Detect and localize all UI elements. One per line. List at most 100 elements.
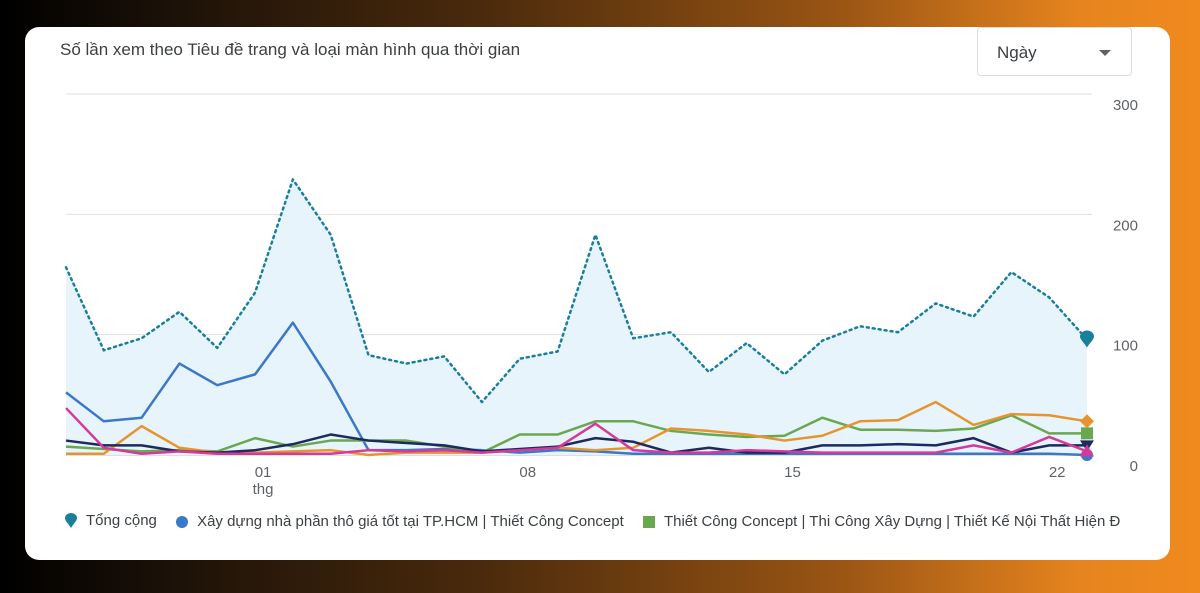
data-point — [592, 447, 598, 453]
data-point — [328, 232, 334, 238]
legend-label: Thiết Công Concept | Thi Công Xây Dựng |… — [663, 513, 1121, 530]
legend-item-total[interactable]: Tổng cộng — [64, 512, 157, 529]
data-point — [252, 451, 258, 457]
chart-title: Số lần xem theo Tiêu đề trang và loại mà… — [60, 40, 521, 59]
series-line-4 — [65, 433, 1087, 454]
y-tick-label: 300 — [1113, 97, 1138, 114]
y-tick-label: 100 — [1113, 338, 1138, 355]
data-point — [592, 421, 598, 427]
data-point — [857, 418, 863, 424]
end-marker-diamond — [1080, 414, 1094, 429]
data-point — [819, 338, 825, 344]
data-point — [668, 426, 674, 432]
data-point — [101, 418, 107, 424]
data-point — [101, 347, 107, 353]
data-point — [252, 435, 258, 441]
data-point — [895, 441, 901, 447]
period-dropdown-value: Ngày — [997, 43, 1037, 62]
data-point — [668, 450, 674, 456]
data-point — [328, 432, 334, 438]
data-point — [971, 435, 977, 441]
data-point — [139, 335, 145, 341]
data-point — [403, 361, 409, 367]
data-point — [63, 405, 69, 411]
data-point — [630, 439, 636, 445]
x-tick-sublabel: thg — [253, 481, 274, 498]
data-point — [214, 451, 220, 457]
data-point — [630, 335, 636, 341]
series-line-0 — [64, 178, 1089, 404]
data-point — [101, 451, 107, 457]
legend-item-page-2[interactable]: Thiết Công Concept | Thi Công Xây Dựng |… — [642, 513, 1120, 530]
data-point — [971, 422, 977, 428]
data-point — [252, 371, 258, 377]
data-point — [1008, 450, 1014, 456]
data-point — [1008, 269, 1014, 275]
data-point — [933, 428, 939, 434]
data-point — [895, 329, 901, 335]
data-point — [895, 450, 901, 456]
end-marker-teardrop — [1080, 330, 1094, 348]
data-point — [63, 444, 69, 450]
data-point — [517, 447, 523, 453]
data-point — [592, 232, 598, 238]
data-point — [176, 361, 182, 367]
data-point — [933, 442, 939, 448]
chart-legend: Tổng cộng Xây dựng nhà phần thô giá tốt … — [64, 512, 1136, 534]
data-point — [857, 427, 863, 433]
series-line-5 — [65, 407, 1088, 456]
data-point — [895, 417, 901, 423]
legend-label: Xây dựng nhà phần thô giá tốt tại TP.HCM… — [197, 513, 624, 530]
data-point — [933, 300, 939, 306]
x-tick-label: 08 — [519, 464, 536, 481]
legend-item-page-1[interactable]: Xây dựng nhà phần thô giá tốt tại TP.HCM… — [175, 513, 624, 530]
data-point — [366, 352, 372, 358]
data-point — [857, 442, 863, 448]
square-icon — [642, 515, 655, 528]
data-point — [1046, 294, 1052, 300]
data-point — [744, 340, 750, 346]
total-area — [66, 179, 1087, 456]
data-point — [252, 290, 258, 296]
data-point — [857, 323, 863, 329]
data-point — [819, 450, 825, 456]
data-point — [933, 399, 939, 405]
data-point — [555, 445, 561, 451]
data-point — [630, 418, 636, 424]
data-point — [1046, 451, 1052, 457]
data-point — [139, 423, 145, 429]
data-point — [479, 450, 485, 456]
x-tick-label: 22 — [1049, 464, 1066, 481]
data-point — [555, 349, 561, 355]
legend-label: Tổng cộng — [86, 512, 157, 529]
data-point — [668, 329, 674, 335]
data-point — [290, 176, 296, 182]
data-point — [819, 433, 825, 439]
data-point — [1046, 442, 1052, 448]
data-point — [1008, 411, 1014, 417]
period-dropdown[interactable]: Ngày — [977, 27, 1132, 76]
data-point — [744, 432, 750, 438]
data-point — [176, 448, 182, 454]
data-point — [366, 447, 372, 453]
data-point — [290, 451, 296, 457]
data-point — [781, 448, 787, 454]
data-point — [781, 438, 787, 444]
data-point — [933, 450, 939, 456]
data-point — [1046, 434, 1052, 440]
data-point — [328, 451, 334, 457]
data-point — [63, 264, 69, 270]
data-point — [139, 442, 145, 448]
data-point — [441, 447, 447, 453]
series-line-2 — [65, 414, 1087, 454]
data-point — [971, 314, 977, 320]
data-point — [139, 451, 145, 457]
chevron-down-icon — [1099, 50, 1111, 56]
data-point — [555, 432, 561, 438]
data-point — [781, 371, 787, 377]
data-point — [517, 356, 523, 362]
data-point — [706, 428, 712, 434]
data-point — [744, 447, 750, 453]
data-point — [403, 440, 409, 446]
